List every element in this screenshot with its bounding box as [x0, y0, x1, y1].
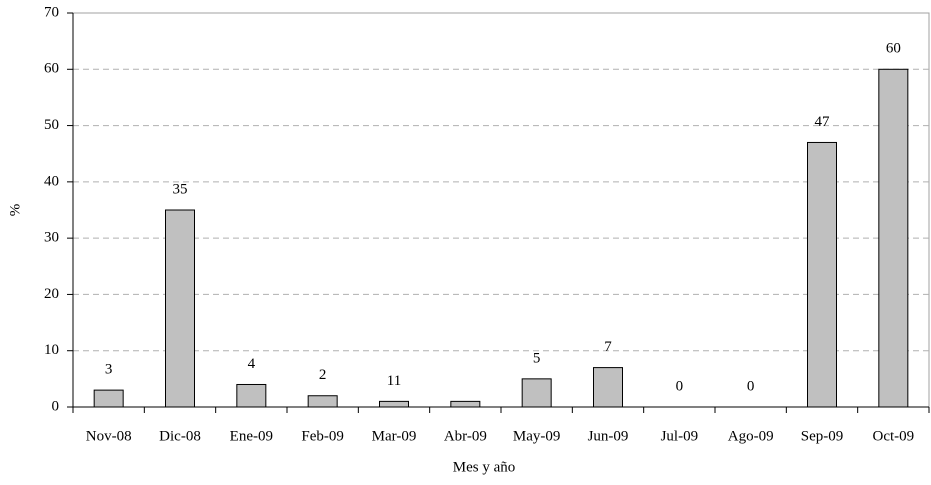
y-tick-label: 50 [44, 117, 59, 133]
y-tick-label: 30 [44, 230, 59, 246]
annotation: 11 [387, 373, 401, 389]
y-tick-label: 40 [44, 173, 59, 189]
x-tick-label: Feb-09 [301, 428, 344, 444]
data-label: 2 [319, 367, 327, 383]
data-label: 5 [533, 350, 541, 366]
bar [307, 395, 338, 408]
bar [593, 367, 623, 408]
y-axis-title: % [7, 204, 23, 217]
bar [236, 383, 267, 408]
x-tick-label: Dic-08 [159, 428, 201, 444]
x-tick-label: Nov-08 [86, 428, 132, 444]
bar [807, 141, 837, 408]
data-label: 7 [604, 339, 612, 355]
plot-frame [72, 12, 930, 408]
x-tick-label: Jul-09 [661, 428, 699, 444]
x-tick-label: Ene-09 [230, 428, 273, 444]
data-label: 4 [248, 356, 256, 372]
bar [878, 68, 909, 408]
bar [521, 378, 552, 408]
data-label: 0 [747, 378, 755, 394]
bar [93, 389, 124, 408]
x-tick-label: Jun-09 [588, 428, 629, 444]
x-tick-label: Oct-09 [873, 428, 915, 444]
y-tick-label: 20 [44, 286, 59, 302]
data-label: 3 [105, 362, 113, 378]
x-tick-label: Ago-09 [728, 428, 774, 444]
y-tick-label: 70 [44, 4, 59, 20]
x-tick-label: Sep-09 [801, 428, 844, 444]
x-tick-label: Mar-09 [372, 428, 417, 444]
bar [165, 209, 195, 408]
bar [450, 400, 481, 408]
data-label: 47 [815, 114, 831, 130]
x-tick-label: Abr-09 [444, 428, 487, 444]
data-label: 35 [173, 181, 188, 197]
x-axis-title: Mes y año [453, 459, 516, 475]
data-label: 60 [886, 41, 901, 57]
y-tick-label: 10 [44, 342, 59, 358]
y-tick-label: 0 [52, 398, 60, 414]
x-tick-label: May-09 [513, 428, 561, 444]
bar [379, 400, 409, 408]
data-label: 0 [676, 378, 684, 394]
y-tick-label: 60 [44, 61, 59, 77]
